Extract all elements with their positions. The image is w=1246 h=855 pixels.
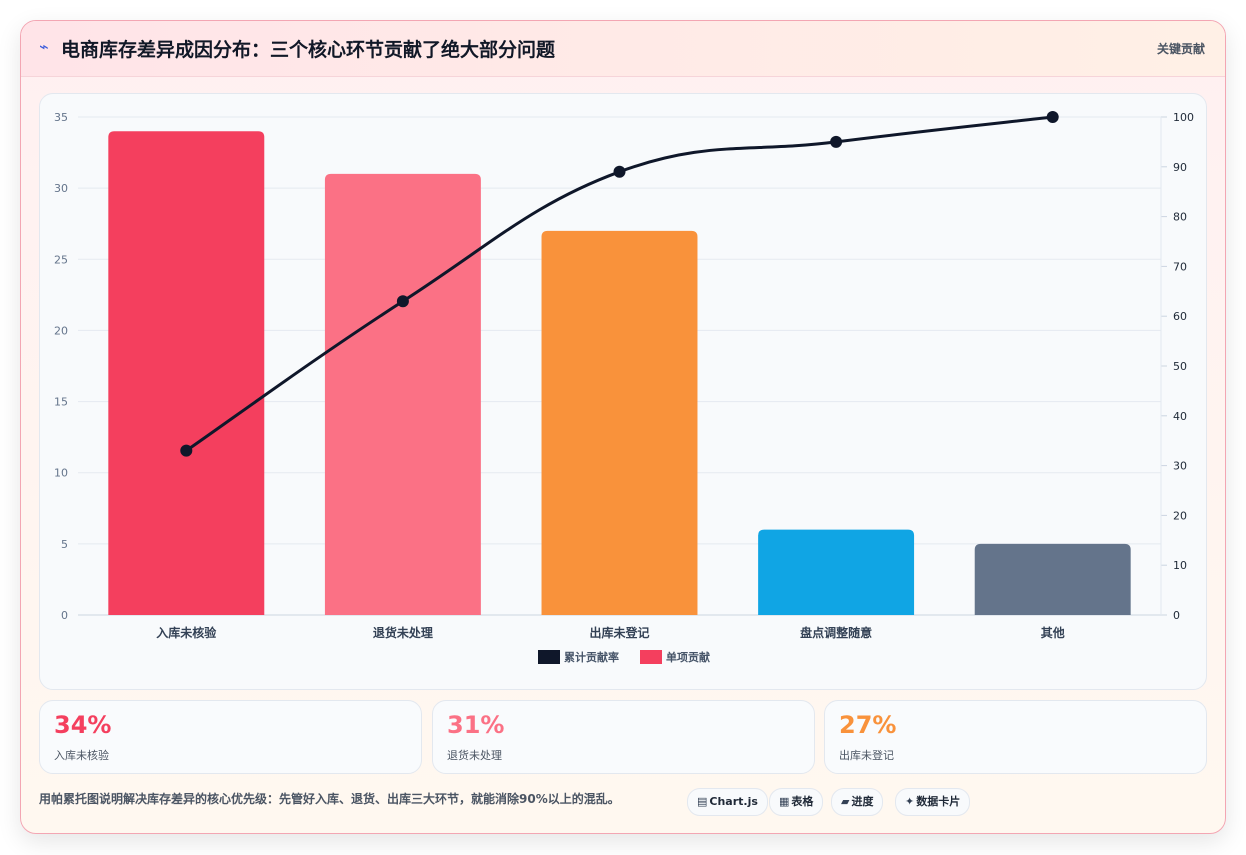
x-tick-label: 其他 [1041,625,1065,640]
chip-data-card[interactable]: ✦ 数据卡片 [895,788,971,816]
key-contribution-badge: 关键贡献 [1156,42,1205,56]
y-right-tick-label: 70 [1173,260,1187,273]
cumulative-point [830,135,843,148]
legend-swatch [538,650,560,664]
x-tick-label: 盘点调整随意 [800,625,872,640]
chip-progress[interactable]: ▰ 进度 [831,788,884,816]
bar [758,529,915,615]
chart-panel: 0 5 10 15 20 25 30 35 0 10 20 30 40 50 60 70 80 90 100 入库未核… [39,93,1207,690]
x-tick-label: 入库未核验 [156,625,217,640]
stat-value: 27% [839,711,897,739]
chart-icon: ▤ [697,795,708,808]
cumulative-point [180,444,193,457]
y-left-tick-label: 20 [54,324,68,337]
cumulative-point [1046,111,1059,123]
sparkle-icon: ✦ [905,795,915,808]
legend-swatch [640,650,662,664]
y-left-tick-label: 15 [54,396,68,409]
chip-chartjs[interactable]: ▤ Chart.js [687,788,768,816]
stat-label: 入库未核验 [54,749,109,762]
y-left-tick-label: 5 [61,538,68,551]
y-right-tick-label: 0 [1173,609,1180,622]
y-right-tick-label: 30 [1173,460,1187,473]
y-left-tick-label: 25 [54,253,68,266]
chart-card: ⌁ 电商库存差异成因分布：三个核心环节贡献了绝大部分问题 关键贡献 0 5 10 15… [20,20,1226,834]
stat-label: 退货未处理 [447,749,502,762]
footer-description: 用帕累托图说明解决库存差异的核心优先级：先管好入库、退货、出库三大环节，就能消除… [39,792,620,806]
stat-card-1: 34% 入库未核验 [39,700,422,774]
y-right-tick-label: 100 [1173,111,1194,124]
bar [108,131,265,615]
y-left-tick-label: 30 [54,182,68,195]
y-right-tick-label: 10 [1173,559,1187,572]
stat-card-3: 27% 出库未登记 [824,700,1207,774]
y-right-tick-label: 60 [1173,310,1187,323]
bar [324,173,481,615]
stat-value: 31% [447,711,505,739]
chip-label: 进度 [851,795,874,808]
y-right-tick-label: 90 [1173,161,1187,174]
y-left-tick-label: 10 [54,467,68,480]
y-right-tick-label: 40 [1173,410,1187,423]
pareto-chart: 0 5 10 15 20 25 30 35 0 10 20 30 40 50 60 70 80 90 100 入库未核… [54,111,1194,664]
x-tick-label: 退货未处理 [373,625,433,640]
progress-icon: ▰ [841,795,850,808]
chip-table[interactable]: ▦ 表格 [769,788,824,816]
chart-title: 电商库存差异成因分布：三个核心环节贡献了绝大部分问题 [61,39,556,61]
lightning-icon: ⌁ [39,37,49,56]
y-left-tick-label: 0 [61,609,68,622]
cumulative-point [613,165,626,178]
y-right-tick-label: 80 [1173,211,1187,224]
y-right-tick-label: 50 [1173,360,1187,373]
cumulative-line [185,115,1053,452]
chip-label: 数据卡片 [916,795,961,808]
chip-label: Chart.js [709,795,758,808]
y-right-tick-label: 20 [1173,509,1187,522]
bar [541,230,698,616]
x-tick-label: 出库未登记 [589,625,649,640]
stat-label: 出库未登记 [839,749,894,762]
bar [974,543,1131,615]
table-icon: ▦ [779,795,790,808]
card-header: ⌁ 电商库存差异成因分布：三个核心环节贡献了绝大部分问题 关键贡献 [21,21,1225,77]
cumulative-point [396,295,409,308]
y-left-tick-label: 35 [54,111,68,124]
stat-card-2: 31% 退货未处理 [432,700,815,774]
chip-label: 表格 [791,795,814,808]
stat-value: 34% [54,711,112,739]
legend-label: 单项贡献 [666,650,710,664]
legend-label: 累计贡献率 [564,650,619,664]
